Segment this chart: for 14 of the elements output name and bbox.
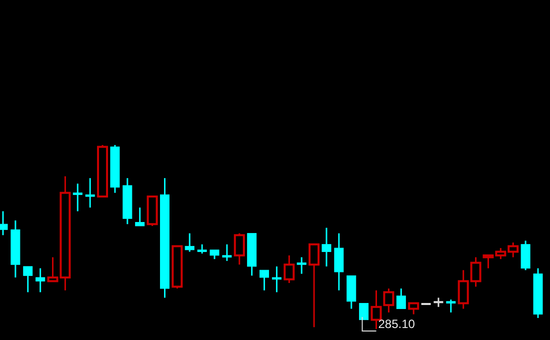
candlestick <box>334 232 344 292</box>
candlestick <box>122 177 132 225</box>
candlestick <box>85 177 95 208</box>
candlestick <box>36 268 46 293</box>
candlestick <box>160 177 170 298</box>
annotation: 285.10 <box>378 317 416 331</box>
candlestick <box>72 182 82 212</box>
candlestick <box>272 266 282 293</box>
candlestick <box>222 244 232 262</box>
candlestick <box>10 220 20 278</box>
candlestick <box>322 227 332 268</box>
candlestick <box>533 268 543 319</box>
candlestick <box>434 296 444 308</box>
candlestick <box>296 256 306 275</box>
